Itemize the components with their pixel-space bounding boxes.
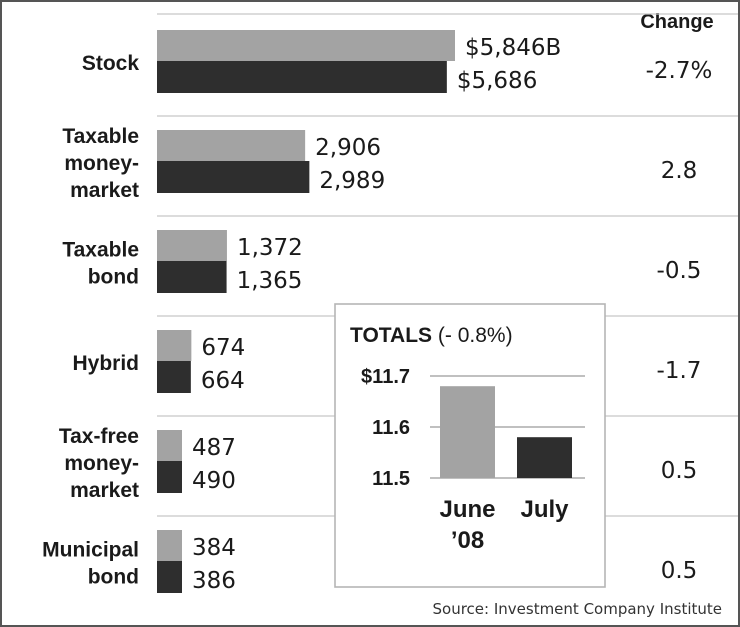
totals-category-0-0: June [439, 496, 495, 523]
value-label-july-1: 2,989 [319, 168, 385, 194]
totals-title: TOTALS (- 0.8%) [350, 324, 513, 347]
bar-july-0 [157, 61, 447, 93]
source-note: Source: Investment Company Institute [433, 600, 723, 618]
totals-title-label: TOTALS [350, 324, 432, 347]
change-value-1: 2.8 [661, 158, 698, 184]
category-label-3-0: Hybrid [72, 352, 139, 375]
totals-tick-0: 11.5 [372, 468, 410, 490]
change-value-5: 0.5 [661, 558, 698, 584]
change-value-0: -2.7% [646, 58, 713, 84]
bar-july-5 [157, 561, 182, 593]
change-header: Change [640, 11, 713, 33]
change-value-2: -0.5 [657, 258, 702, 284]
value-label-june-0: $5,846B [465, 35, 561, 61]
value-label-june-1: 2,906 [315, 135, 381, 161]
value-label-july-5: 386 [192, 568, 236, 594]
value-label-july-2: 1,365 [237, 268, 303, 294]
totals-category-1-0: July [520, 496, 569, 523]
value-label-june-5: 384 [192, 535, 236, 561]
category-label-5-0: Municipal [42, 539, 139, 562]
bar-july-2 [157, 261, 227, 293]
category-label-4-1: money- [64, 452, 139, 475]
totals-tick-1: 11.6 [372, 417, 410, 439]
value-label-july-3: 664 [201, 368, 245, 394]
bar-july-1 [157, 161, 310, 193]
bar-june-1 [157, 130, 306, 161]
category-label-2-0: Taxable [62, 239, 139, 262]
category-label-5-1: bond [88, 566, 139, 589]
bar-june-5 [157, 530, 182, 561]
change-value-4: 0.5 [661, 458, 698, 484]
totals-bar-0 [440, 386, 495, 478]
bar-june-4 [157, 430, 182, 461]
bar-june-3 [157, 330, 192, 361]
category-label-1-1: money- [64, 152, 139, 175]
totals-change: (- 0.8%) [432, 324, 513, 347]
category-label-1-2: market [70, 179, 139, 202]
totals-bar-1 [517, 437, 572, 478]
value-label-june-2: 1,372 [237, 235, 303, 261]
bar-july-4 [157, 461, 182, 493]
value-label-july-0: $5,686 [457, 68, 537, 94]
totals-tick-2: $11.7 [361, 366, 410, 388]
category-label-1-0: Taxable [62, 125, 139, 148]
value-label-june-4: 487 [192, 435, 236, 461]
bar-july-3 [157, 361, 191, 393]
category-label-2-1: bond [88, 266, 139, 289]
bar-june-0 [157, 30, 455, 61]
value-label-july-4: 490 [192, 468, 236, 494]
category-label-4-2: market [70, 479, 139, 502]
category-label-0-0: Stock [82, 52, 140, 75]
totals-category-0-1: ’08 [451, 527, 484, 554]
value-label-june-3: 674 [201, 335, 245, 361]
category-label-4-0: Tax-free [59, 425, 139, 448]
change-value-3: -1.7 [657, 358, 702, 384]
bar-june-2 [157, 230, 227, 261]
